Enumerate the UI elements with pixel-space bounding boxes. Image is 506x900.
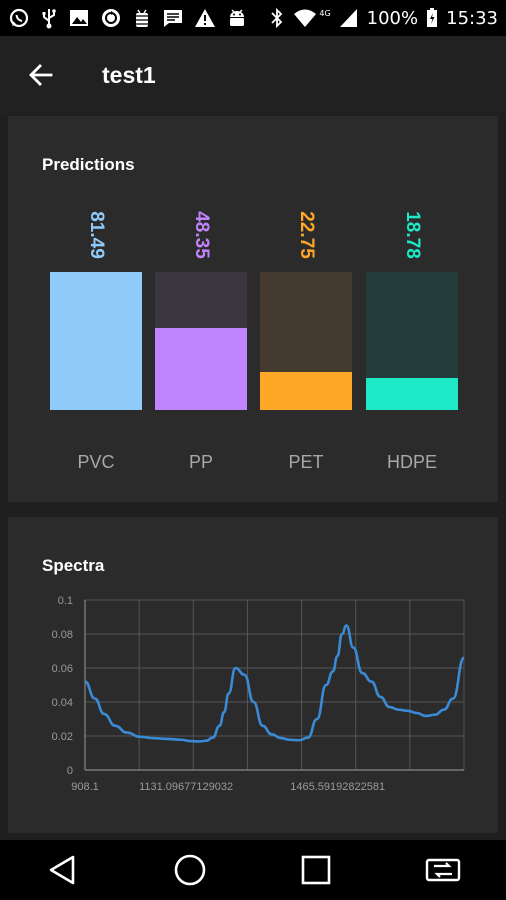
- nav-back-button[interactable]: [33, 840, 93, 900]
- status-bar: 4G 100% 15:33: [0, 0, 506, 36]
- back-button[interactable]: [22, 56, 60, 94]
- screen-rotate-icon: [425, 858, 460, 882]
- android-debug-icon: [136, 9, 148, 27]
- bar-label: PVC: [77, 452, 115, 472]
- bar-pvc: [50, 272, 142, 410]
- bar-label: HDPE: [386, 452, 437, 472]
- nav-recents-button[interactable]: [286, 840, 346, 900]
- triangle-back-icon: [49, 855, 75, 885]
- bar-value-text: 81.49: [85, 211, 107, 259]
- bar-value-text: 48.35: [190, 211, 212, 259]
- bluetooth-icon: [271, 7, 283, 29]
- usb-icon: [42, 9, 56, 29]
- bar-value: 48.35: [155, 195, 247, 275]
- circle-home-icon: [174, 854, 206, 886]
- bar-value-text: 18.78: [401, 211, 423, 259]
- bar-hdpe: [366, 272, 458, 410]
- notification-icons: [8, 7, 248, 29]
- spectra-title: Spectra: [42, 556, 105, 575]
- whatsapp-icon: [9, 8, 29, 28]
- bar-value: 81.49: [50, 195, 142, 275]
- battery-icon: [427, 8, 438, 27]
- arrow-left-icon: [29, 64, 53, 86]
- bar-label: PP: [188, 452, 213, 472]
- battery-percent: 100%: [366, 7, 419, 29]
- message-icon: [164, 10, 182, 27]
- square-recents-icon: [301, 855, 331, 885]
- page-title: test1: [102, 61, 156, 88]
- bar-value: 18.78: [366, 195, 458, 275]
- predictions-title: Predictions: [42, 155, 135, 174]
- system-status: 4G 100% 15:33: [269, 7, 498, 29]
- network-type: 4G: [319, 8, 331, 18]
- warning-icon: [195, 9, 215, 27]
- image-icon: [70, 10, 88, 26]
- bar-pet: [260, 272, 352, 410]
- navigation-bar: [0, 840, 506, 900]
- clock: 15:33: [446, 7, 498, 29]
- signal-icon: [339, 9, 357, 27]
- wifi-icon: [294, 9, 317, 27]
- bar-pp: [155, 272, 247, 410]
- android-icon: [230, 9, 244, 26]
- nav-home-button[interactable]: [160, 840, 220, 900]
- bar-value-text: 22.75: [295, 211, 317, 259]
- bar-value: 22.75: [260, 195, 352, 275]
- nav-rotate-button[interactable]: [413, 840, 473, 900]
- bar-label: PET: [288, 452, 324, 472]
- app-bar: test1: [0, 36, 506, 114]
- sync-icon: [102, 9, 120, 27]
